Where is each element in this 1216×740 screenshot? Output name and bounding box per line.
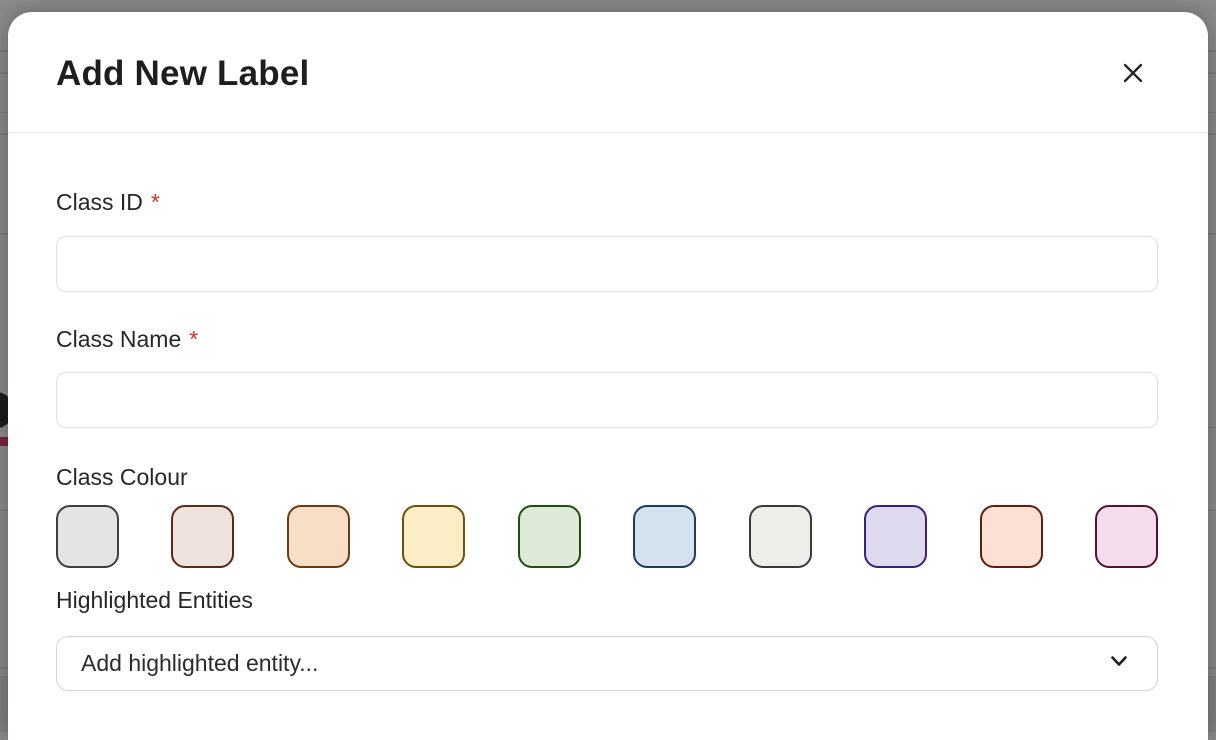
- colour-swatch-light-salmon[interactable]: [979, 505, 1043, 568]
- class-id-input[interactable]: [56, 236, 1158, 292]
- class-id-label: Class ID *: [56, 188, 160, 216]
- class-name-input[interactable]: [56, 372, 1158, 428]
- dropdown-placeholder-text: Add highlighted entity...: [81, 650, 319, 676]
- colour-swatch-lavender[interactable]: [864, 505, 928, 568]
- colour-swatch-peach-orange[interactable]: [286, 505, 350, 568]
- class-id-label-text: Class ID: [56, 189, 143, 215]
- colour-swatch-off-white[interactable]: [748, 505, 812, 568]
- dialog-title: Add New Label: [56, 54, 310, 93]
- close-icon: [1118, 58, 1148, 91]
- class-name-label: Class Name *: [56, 325, 198, 353]
- class-colour-label: Class Colour: [56, 464, 188, 490]
- highlighted-entities-label: Highlighted Entities: [56, 587, 253, 613]
- close-button[interactable]: [1115, 56, 1151, 92]
- add-new-label-dialog: Add New Label Class ID * Class Name * Clas…: [8, 12, 1208, 740]
- colour-swatch-light-blue[interactable]: [633, 505, 697, 568]
- colour-swatch-row: [56, 505, 1158, 568]
- chevron-down-icon: [1105, 647, 1133, 680]
- colour-swatch-light-pink[interactable]: [1094, 505, 1158, 568]
- colour-swatch-grey[interactable]: [56, 505, 119, 568]
- highlighted-entities-dropdown[interactable]: Add highlighted entity...: [56, 636, 1158, 691]
- required-asterisk: *: [150, 189, 160, 215]
- header-divider: [8, 132, 1208, 133]
- colour-swatch-dusty-rose[interactable]: [171, 505, 235, 568]
- required-asterisk: *: [189, 326, 199, 352]
- class-name-label-text: Class Name: [56, 326, 182, 352]
- colour-swatch-light-green[interactable]: [517, 505, 581, 568]
- colour-swatch-light-yellow[interactable]: [402, 505, 466, 568]
